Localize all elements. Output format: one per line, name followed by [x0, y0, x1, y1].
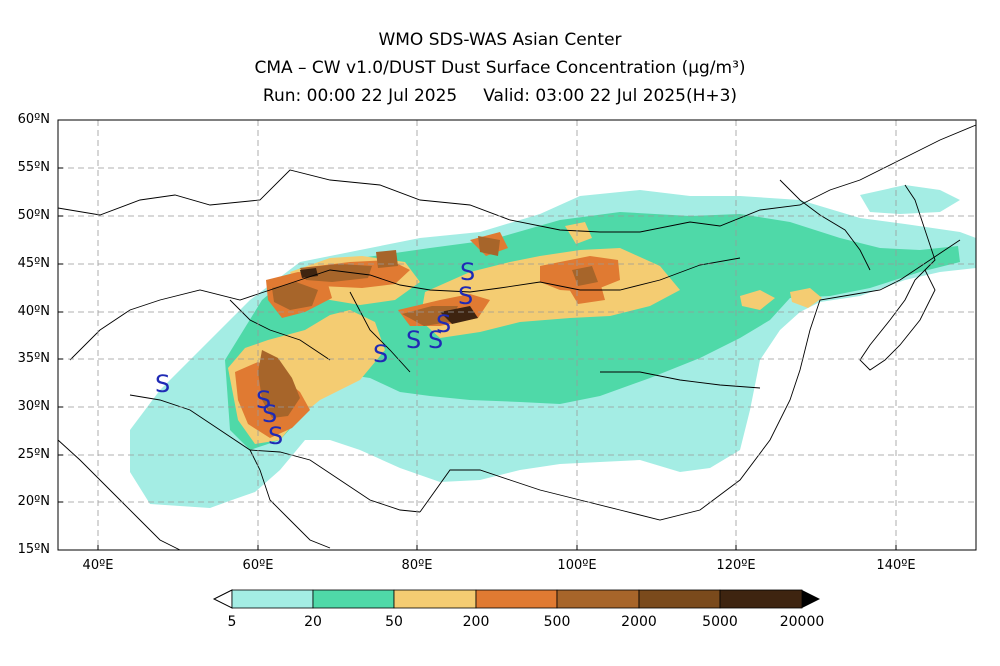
lat-label: 15ºN — [17, 542, 50, 557]
dust-storm-marker: S — [268, 422, 283, 450]
lat-label: 55ºN — [17, 160, 50, 175]
colorbar — [212, 589, 820, 609]
title-line-3: Run: 00:00 22 Jul 2025 Valid: 03:00 22 Ju… — [0, 86, 1000, 106]
lat-label: 50ºN — [17, 208, 50, 223]
dust-storm-marker: S — [373, 340, 388, 368]
colorbar-under-arrow — [212, 589, 233, 609]
map-plot-area — [58, 120, 976, 550]
colorbar-label: 200 — [462, 614, 490, 630]
lat-label: 20ºN — [17, 494, 50, 509]
colorbar-bin — [556, 589, 640, 609]
dust-storm-marker: S — [256, 386, 271, 414]
valid-time: Valid: 03:00 22 Jul 2025(H+3) — [483, 86, 738, 106]
colorbar-label: 50 — [385, 614, 403, 630]
dust-region-500-2000 — [258, 236, 598, 418]
dust-storm-marker: S — [458, 282, 473, 310]
lon-label: 120ºE — [716, 558, 756, 573]
colorbar-label: 2000 — [621, 614, 657, 630]
dust-storm-markers: S S S S S S S S S S — [155, 258, 475, 450]
colorbar-label: 5000 — [702, 614, 738, 630]
colorbar-bin — [231, 589, 314, 609]
colorbar-label: 20000 — [779, 614, 825, 630]
colorbar-bin — [475, 589, 558, 609]
colorbar-bin — [393, 589, 477, 609]
dust-storm-marker: S — [436, 310, 451, 338]
graticule — [58, 120, 976, 550]
dust-storm-marker: S — [155, 370, 170, 398]
dust-storm-marker: S — [428, 326, 443, 354]
lat-label: 25ºN — [17, 447, 50, 462]
lat-label: 60ºN — [17, 112, 50, 127]
run-time: Run: 00:00 22 Jul 2025 — [262, 86, 458, 106]
dust-storm-marker: S — [460, 258, 475, 286]
lat-label: 35ºN — [17, 351, 50, 366]
dust-storm-marker: S — [406, 326, 421, 354]
lon-label: 40ºE — [82, 558, 114, 573]
title-line-1: WMO SDS-WAS Asian Center — [378, 30, 622, 50]
lon-label: 60ºE — [242, 558, 274, 573]
colorbar-label: 5 — [227, 614, 237, 630]
lat-label: 45ºN — [17, 256, 50, 271]
lat-label: 30ºN — [17, 399, 50, 414]
colorbar-label: 500 — [543, 614, 571, 630]
lon-label: 100ºE — [557, 558, 597, 573]
lat-label: 40ºN — [17, 304, 50, 319]
colorbar-bin — [638, 589, 721, 609]
colorbar-bin — [719, 589, 803, 609]
colorbar-over-arrow — [802, 590, 820, 608]
dust-storm-marker: S — [262, 400, 277, 428]
lon-label: 80ºE — [401, 558, 433, 573]
colorbar-bin — [312, 589, 395, 609]
colorbar-label: 20 — [304, 614, 322, 630]
plot-frame — [57, 119, 977, 551]
title-line-2: CMA – CW v1.0/DUST Dust Surface Concentr… — [254, 58, 746, 78]
lon-label: 140ºE — [876, 558, 916, 573]
